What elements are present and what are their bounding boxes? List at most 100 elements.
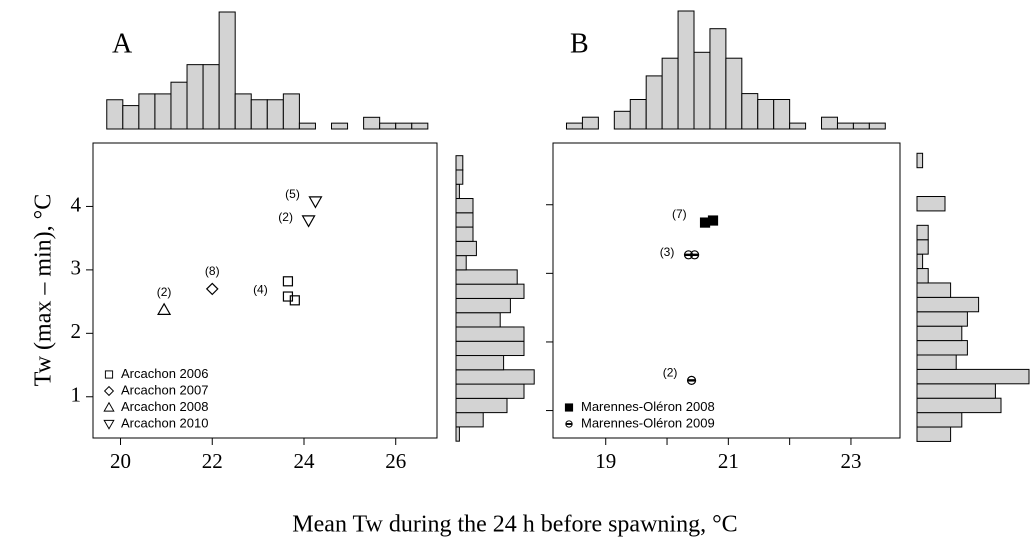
annotation: (8): [205, 264, 220, 278]
histogram-bar: [581, 116, 599, 130]
histogram-bar: [455, 383, 525, 399]
x-tick-label: 20: [110, 449, 131, 473]
histogram-bar: [455, 326, 525, 342]
annotation: (3): [660, 245, 675, 259]
y-tick-label: 2: [71, 319, 82, 343]
histogram-bar: [331, 122, 349, 130]
histogram-bar: [757, 99, 775, 130]
histogram-bar: [645, 75, 663, 130]
legend-label: Arcachon 2010: [121, 415, 208, 430]
histogram-bar: [455, 255, 467, 271]
histogram-bar: [916, 340, 968, 356]
marker: [103, 385, 115, 397]
plot-frame: [92, 142, 438, 439]
y-tick-label: 4: [71, 192, 82, 216]
histogram-bar: [789, 122, 807, 130]
x-tick-label: 23: [840, 449, 861, 473]
histogram-bar: [916, 383, 996, 399]
marker: [564, 403, 574, 412]
histogram-bar: [455, 226, 474, 242]
histogram-bar: [613, 110, 631, 130]
histogram-bar: [455, 355, 505, 371]
histogram-bar: [709, 28, 727, 130]
marker: [157, 302, 172, 315]
histogram-bar: [218, 11, 236, 130]
histogram-bar: [170, 81, 188, 130]
legend-label: Arcachon 2007: [121, 382, 208, 397]
histogram-bar: [916, 253, 924, 270]
histogram-bar: [122, 105, 140, 130]
histogram-bar: [379, 122, 397, 130]
marker-fill: [687, 379, 696, 382]
histogram-bar: [725, 57, 743, 130]
histogram-bar: [916, 426, 952, 442]
marker: [282, 291, 294, 302]
y-axis-label: Tw (max – min), °C: [31, 194, 57, 387]
histogram-bar: [202, 64, 220, 130]
marker: [103, 419, 115, 430]
histogram-bar: [852, 122, 870, 130]
legend-label: Marennes-Oléron 2009: [581, 415, 715, 430]
histogram-bar: [266, 99, 284, 130]
x-tick-label: 22: [202, 449, 223, 473]
legend-label: Arcachon 2006: [121, 366, 208, 381]
histogram-bar: [773, 99, 791, 130]
y-tick-label: 3: [71, 256, 82, 280]
histogram-bar: [821, 116, 838, 130]
histogram-bar: [455, 240, 477, 257]
histogram-bar: [455, 269, 518, 285]
marker: [686, 375, 697, 385]
histogram-bar: [916, 325, 963, 342]
histogram-bar: [455, 426, 460, 442]
histogram-bar: [916, 268, 929, 284]
annotation: (4): [253, 282, 268, 296]
marker: [282, 276, 294, 287]
histogram-bar: [661, 57, 679, 130]
histogram-bar: [455, 297, 511, 314]
histogram-bar: [234, 93, 252, 130]
histogram-bar: [916, 224, 929, 241]
marker: [103, 401, 115, 412]
histogram-bar: [455, 169, 464, 185]
histogram-bar: [916, 196, 946, 212]
annotation: (2): [278, 210, 293, 224]
histogram-bar: [868, 122, 886, 130]
histogram-bar: [916, 412, 963, 428]
histogram-bar: [916, 397, 1002, 414]
histogram-bar: [741, 93, 759, 130]
histogram-bar: [455, 155, 464, 171]
y-tick-label: 1: [71, 383, 82, 407]
annotation: (5): [285, 187, 300, 201]
x-tick-label: 26: [385, 449, 406, 473]
marker-fill: [684, 253, 693, 257]
marker-fill: [690, 253, 699, 257]
histogram-bar: [565, 122, 583, 130]
legend-label: Marennes-Oléron 2008: [581, 399, 715, 414]
histogram-bar: [154, 93, 172, 130]
histogram-bar: [836, 122, 854, 130]
histogram-bar: [916, 368, 1030, 385]
histogram-bar: [916, 311, 968, 327]
histogram-bar: [298, 122, 316, 130]
histogram-bar: [455, 369, 535, 385]
marker: [308, 196, 323, 209]
histogram-bar: [282, 93, 300, 130]
histogram-bar: [363, 116, 381, 130]
histogram-bar: [916, 296, 980, 313]
annotation: (2): [157, 285, 172, 299]
x-tick-label: 19: [595, 449, 616, 473]
histogram-bar: [677, 10, 695, 130]
histogram-bar: [693, 51, 711, 130]
annotation: (7): [672, 207, 687, 221]
legend-label: Arcachon 2008: [121, 399, 208, 414]
marker: [565, 420, 573, 428]
plot-frame: [552, 142, 901, 439]
histogram-bar: [455, 397, 508, 414]
histogram-bar: [455, 198, 474, 214]
marker: [301, 215, 316, 228]
histogram-bar: [916, 282, 952, 298]
histogram-bar: [106, 99, 124, 130]
annotation: (2): [663, 366, 678, 380]
histogram-bar: [916, 152, 924, 169]
